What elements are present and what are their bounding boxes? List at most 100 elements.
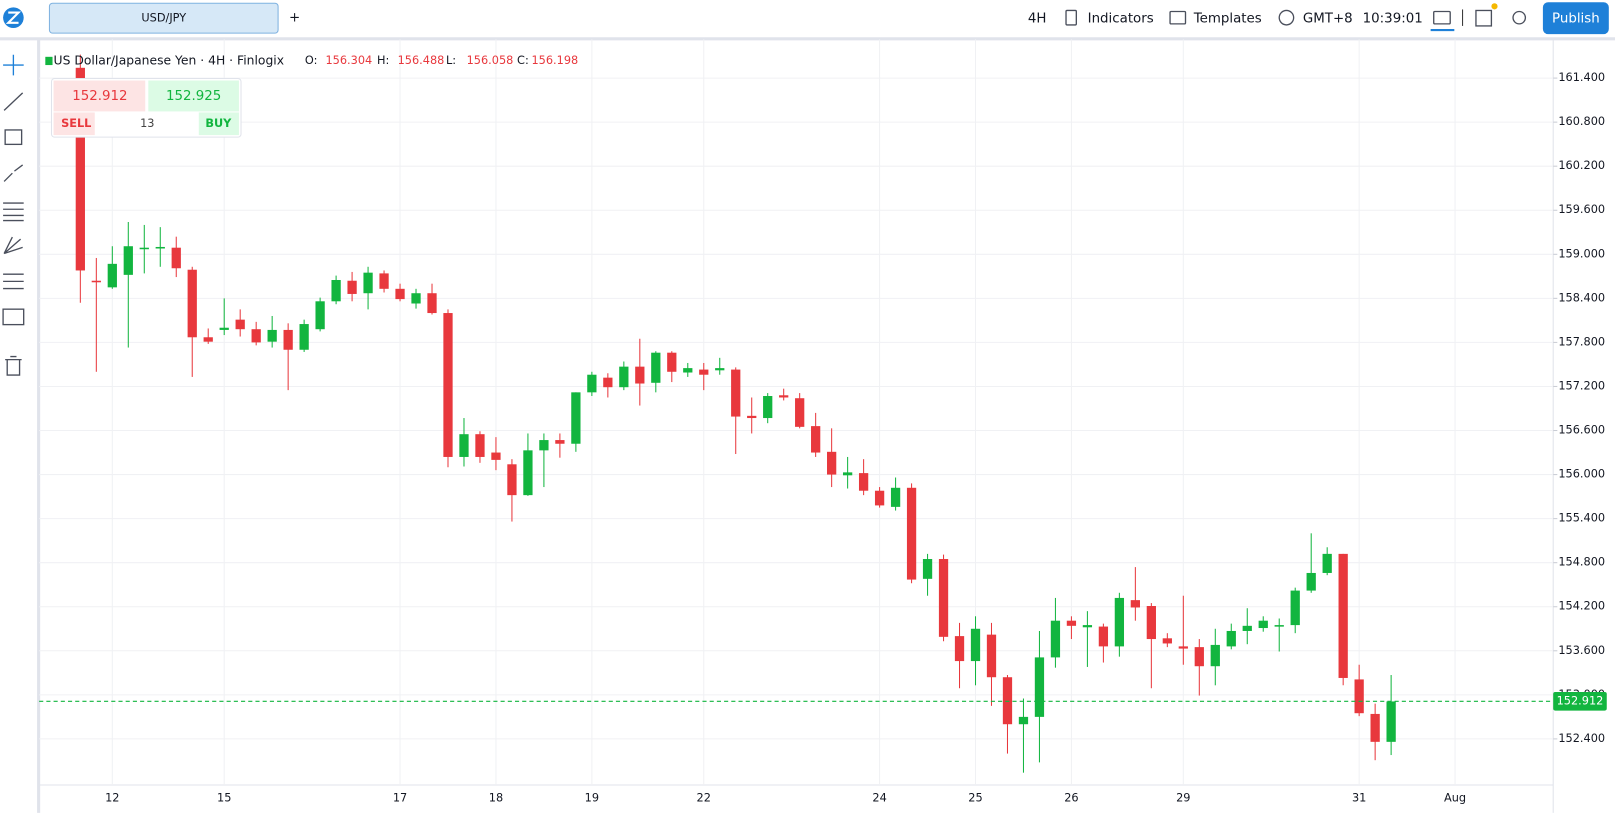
candle-body [459, 434, 469, 457]
candle-body [1386, 701, 1396, 742]
candle-body [507, 464, 517, 496]
x-tick-label: 29 [1176, 790, 1190, 804]
candle-body [491, 452, 501, 460]
ohlc-label: L: [446, 53, 456, 67]
x-tick-label: 18 [489, 790, 503, 804]
delete-tool[interactable] [5, 355, 22, 376]
candle-body [1146, 606, 1156, 640]
publish-button[interactable] [1542, 2, 1609, 35]
logo-mark [5, 11, 22, 24]
timezone-icon[interactable] [1278, 9, 1295, 26]
candle-body [635, 366, 645, 384]
candle-body [187, 269, 197, 338]
symbol-tab[interactable] [48, 2, 279, 34]
candle-body [715, 368, 725, 371]
text-tool[interactable] [2, 308, 25, 326]
crosshair-tool[interactable] [3, 54, 24, 76]
layout-icon[interactable] [1433, 10, 1451, 25]
ray-tool[interactable] [3, 164, 24, 182]
candle-body [1306, 572, 1316, 591]
fan-tool[interactable] [3, 236, 23, 255]
rectangle-tool[interactable] [4, 129, 23, 146]
fib-tool[interactable] [3, 202, 24, 222]
candle-body [411, 293, 421, 304]
y-tick-label: 159.000 [1558, 246, 1605, 260]
candle-body [1130, 600, 1140, 608]
templates-icon[interactable] [1169, 10, 1187, 25]
candle-body [1290, 590, 1300, 626]
candle-body [954, 636, 965, 662]
indicators-button[interactable]: Indicators [1088, 12, 1154, 27]
candle-body [763, 396, 773, 419]
legend-marker [45, 56, 53, 66]
x-tick-label: 19 [585, 790, 599, 804]
candle-body [795, 398, 805, 427]
candle-body [331, 280, 341, 302]
x-tick-label: 22 [697, 790, 711, 804]
candle-body [1098, 626, 1109, 647]
candle-body [267, 329, 277, 342]
candle-body [1050, 620, 1061, 658]
candle-body [555, 440, 565, 444]
candle-body [970, 628, 981, 662]
candle-body [251, 329, 261, 343]
candle-body [1322, 553, 1332, 573]
candle-body [395, 288, 405, 300]
ohlc-label: C: [517, 53, 529, 67]
pattern-tool[interactable] [3, 273, 24, 290]
ohlc-value: 156.304 [325, 53, 372, 67]
candle-body [858, 473, 869, 491]
candle-body [811, 426, 821, 453]
x-tick-label: 12 [105, 790, 119, 804]
candle-body [75, 67, 85, 271]
candle-body [139, 247, 149, 250]
y-tick-label: 158.400 [1558, 290, 1605, 304]
candle-body [986, 634, 997, 678]
templates-button[interactable]: Templates [1193, 12, 1262, 27]
x-tick-label: 31 [1352, 790, 1366, 804]
quantity[interactable]: 13 [140, 116, 154, 130]
candle-body [1274, 625, 1284, 627]
candle-body [731, 369, 741, 417]
sell-button[interactable] [53, 112, 95, 136]
candle-body [155, 246, 165, 249]
candle-body [779, 395, 789, 398]
sell-label: SELL [61, 116, 91, 130]
add-tab[interactable]: + [289, 11, 300, 26]
candle-body [1018, 716, 1029, 725]
candle-body [683, 368, 693, 373]
x-tick-label: 17 [393, 790, 407, 804]
settings-icon[interactable] [1512, 10, 1527, 25]
line-tool[interactable] [3, 92, 24, 111]
ohlc-value: 156.198 [531, 53, 578, 67]
candle-body [1178, 646, 1188, 649]
drawing-toolbar [2, 54, 25, 376]
ohlc-label: O: [305, 53, 318, 67]
candle-body [203, 337, 213, 342]
candle-body [1338, 553, 1348, 678]
candle-body [1194, 647, 1204, 667]
candle-body [842, 472, 853, 476]
timezone[interactable]: GMT+8 [1303, 12, 1353, 27]
trade-panel: 152.912 152.925 SELL 13 BUY [50, 77, 242, 138]
candles [39, 54, 1554, 773]
interval[interactable]: 4H [1028, 12, 1047, 27]
buy-box[interactable] [148, 80, 239, 112]
candle-body [587, 374, 597, 393]
candle-body [571, 392, 581, 444]
sell-box[interactable] [53, 80, 146, 112]
indicators-icon[interactable] [1065, 9, 1077, 26]
y-tick-label: 157.800 [1558, 334, 1605, 348]
chart-title: US Dollar/Japanese Yen · 4H · Finlogix [54, 53, 284, 67]
buy-button[interactable] [198, 112, 239, 136]
x-tick-label: 24 [872, 790, 886, 804]
y-tick-label: 152.400 [1558, 731, 1605, 745]
grid-layout-icon[interactable] [1475, 9, 1493, 27]
candle-body [123, 246, 133, 275]
candle-body [91, 280, 101, 283]
candle-body [938, 559, 949, 637]
y-tick-label: 154.800 [1558, 555, 1605, 569]
ohlc-legend: O: 156.304 H: 156.488 L: 156.058 C: 156.198 [305, 53, 578, 67]
symbol-tab-label: USD/JPY [141, 11, 186, 25]
